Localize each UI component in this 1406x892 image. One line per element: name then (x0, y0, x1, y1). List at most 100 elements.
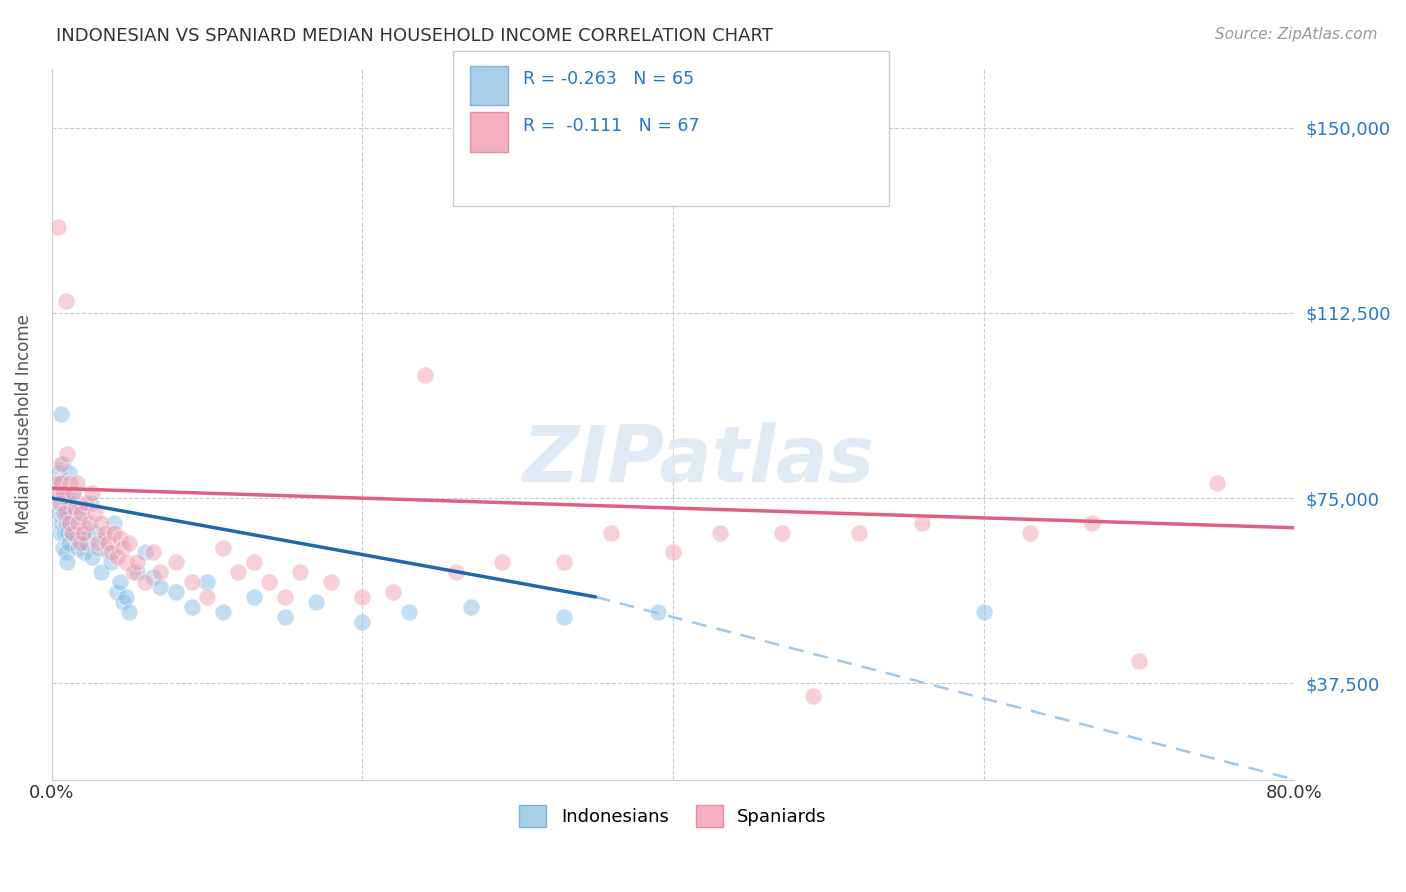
Point (848, 525, 870, 540)
Y-axis label: Median Household Income: Median Household Income (15, 314, 32, 534)
Point (73, 545, 96, 559)
Point (63, 506, 86, 520)
Point (65, 531, 87, 545)
Point (1205, 476, 1227, 491)
Point (79, 496, 101, 510)
Point (82, 550, 104, 565)
Point (149, 580, 172, 594)
Text: R = -0.263   N = 65: R = -0.263 N = 65 (523, 70, 695, 88)
Point (662, 545, 685, 559)
Point (49, 407, 72, 421)
Point (165, 585, 187, 599)
Point (82, 486, 104, 500)
Point (460, 599, 482, 614)
Point (1128, 654, 1150, 668)
Point (134, 545, 156, 559)
Point (112, 541, 135, 555)
Point (195, 590, 218, 604)
Point (770, 525, 793, 540)
Point (103, 516, 125, 530)
Point (48, 496, 70, 510)
Point (127, 555, 149, 569)
Point (226, 565, 249, 579)
Point (274, 590, 297, 604)
Point (105, 550, 128, 565)
Point (444, 565, 467, 579)
Point (84, 525, 107, 540)
Point (59, 496, 82, 510)
Point (97, 545, 120, 559)
Point (90, 565, 112, 579)
Point (46, 467, 69, 481)
Point (100, 545, 122, 559)
Point (491, 555, 513, 569)
Point (49, 516, 72, 530)
Point (48, 486, 70, 500)
Point (93, 525, 115, 540)
Point (180, 599, 202, 614)
Point (65, 476, 87, 491)
Point (62, 486, 84, 500)
Point (352, 615, 374, 629)
Point (45, 486, 67, 500)
Point (105, 585, 128, 599)
Point (53, 486, 76, 500)
Point (118, 535, 141, 549)
Point (70, 501, 93, 516)
Point (52, 541, 75, 555)
Point (55, 293, 77, 308)
Point (49, 476, 72, 491)
Point (115, 555, 138, 569)
Text: ZIPatlas: ZIPatlas (522, 422, 875, 498)
Point (100, 555, 122, 569)
Point (52, 457, 75, 471)
Point (77, 516, 100, 530)
Point (112, 595, 135, 609)
Point (52, 486, 75, 500)
Point (48, 525, 70, 540)
Point (1019, 525, 1042, 540)
Point (56, 506, 79, 520)
Point (305, 595, 328, 609)
Point (973, 605, 995, 619)
Point (87, 541, 110, 555)
Text: R =  -0.111   N = 67: R = -0.111 N = 67 (523, 117, 700, 135)
Legend: Indonesians, Spaniards: Indonesians, Spaniards (512, 798, 834, 835)
Point (553, 555, 575, 569)
Point (49, 476, 72, 491)
Point (910, 516, 932, 530)
Point (59, 476, 82, 491)
Point (58, 535, 80, 549)
Point (67, 516, 90, 530)
Point (67, 541, 90, 555)
Point (69, 511, 91, 525)
Point (413, 368, 436, 382)
Point (600, 525, 623, 540)
Point (53, 506, 76, 520)
Point (97, 535, 120, 549)
Point (90, 516, 112, 530)
Point (801, 689, 824, 703)
Point (242, 555, 264, 569)
Point (52, 506, 75, 520)
Point (56, 447, 79, 461)
Text: INDONESIAN VS SPANIARD MEDIAN HOUSEHOLD INCOME CORRELATION CHART: INDONESIAN VS SPANIARD MEDIAN HOUSEHOLD … (56, 27, 773, 45)
Point (149, 565, 172, 579)
Point (72, 525, 94, 540)
Point (58, 516, 80, 530)
Point (211, 605, 233, 619)
Point (553, 609, 575, 624)
Text: Source: ZipAtlas.com: Source: ZipAtlas.com (1215, 27, 1378, 42)
Point (55, 516, 77, 530)
Point (58, 467, 80, 481)
Point (127, 565, 149, 579)
Point (352, 590, 374, 604)
Point (87, 535, 110, 549)
Point (108, 531, 131, 545)
Point (398, 605, 420, 619)
Point (46, 506, 69, 520)
Point (142, 570, 165, 584)
Point (647, 605, 669, 619)
Point (75, 496, 97, 510)
Point (115, 590, 138, 604)
